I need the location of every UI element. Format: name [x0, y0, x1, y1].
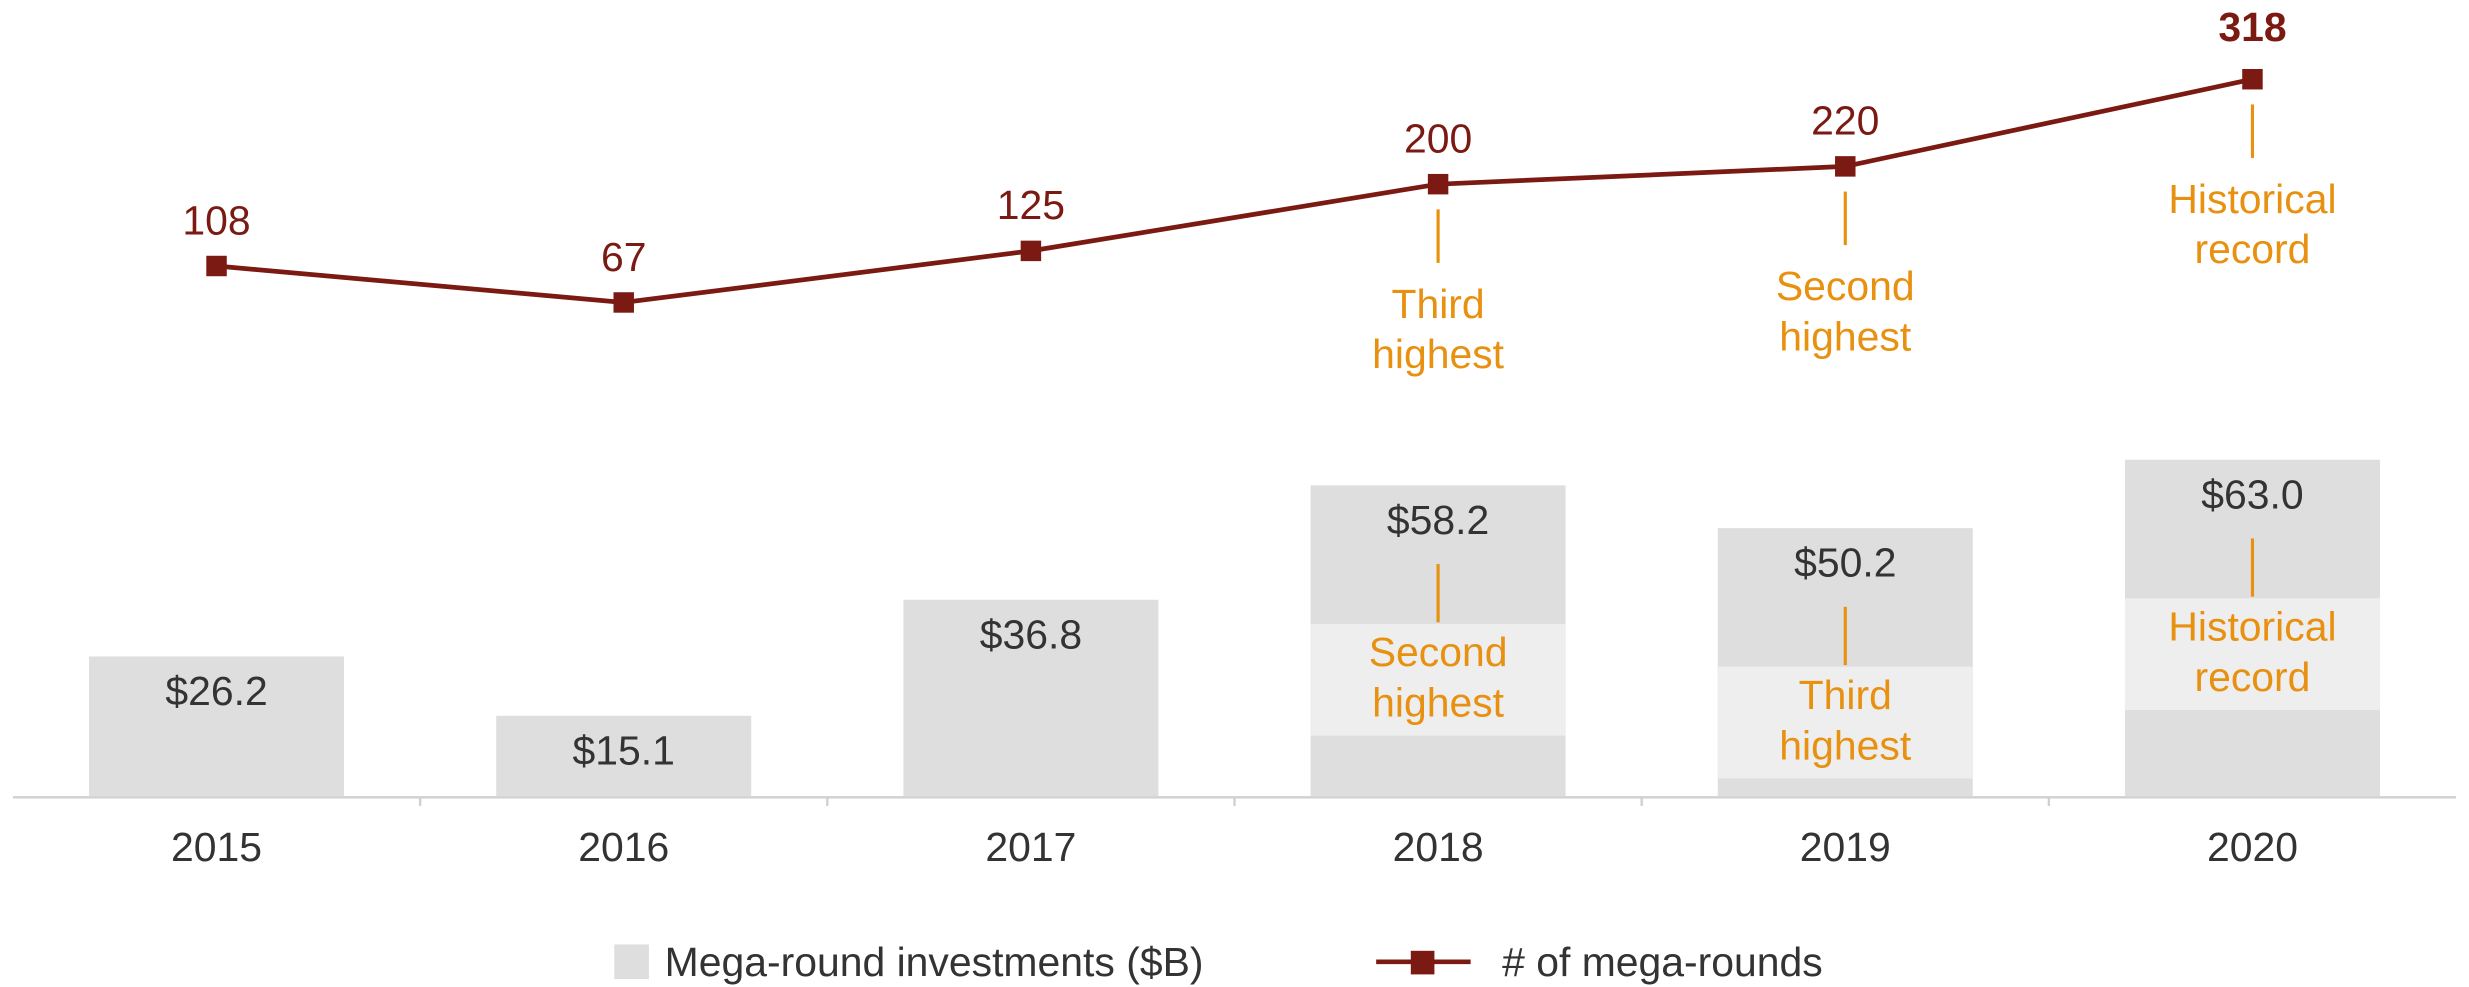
x-tick-label: 2018: [1393, 824, 1484, 870]
line-value-label: 108: [182, 197, 250, 243]
line-annotation: highest: [1372, 331, 1505, 377]
line-value-label: 220: [1811, 98, 1879, 144]
bar-value-label: $26.2: [165, 668, 267, 714]
bar-annotation: record: [2194, 654, 2310, 700]
bar-value-label: $50.2: [1794, 540, 1896, 586]
line-annotation: record: [2194, 226, 2310, 272]
bar-value-label: $58.2: [1387, 497, 1489, 543]
bar-value-label: $63.0: [2201, 471, 2303, 517]
legend-label: # of mega-rounds: [1502, 939, 1823, 985]
legend-swatch: [1410, 950, 1435, 975]
x-tick-label: 2020: [2207, 824, 2298, 870]
line-value-label: 318: [2218, 4, 2286, 50]
bar: [903, 599, 1159, 797]
annotation-band: [2124, 598, 2380, 711]
line-marker: [206, 255, 227, 277]
annotation-band: [1310, 623, 1566, 736]
line-marker: [1020, 240, 1042, 262]
line-annotation: Second: [1776, 263, 1915, 309]
annotation-band: [1717, 666, 1973, 779]
bar-value-label: $36.8: [980, 611, 1082, 657]
bar-annotation: Historical: [2168, 604, 2336, 650]
line-annotation: highest: [1779, 313, 1912, 359]
bar: [89, 656, 345, 797]
legend-label: Mega-round investments ($B): [665, 939, 1204, 985]
line-annotation: Historical: [2168, 176, 2336, 222]
x-tick-label: 2016: [578, 824, 669, 870]
line-marker: [613, 292, 634, 313]
line-value-label: 125: [997, 182, 1065, 228]
bar-annotation: highest: [1779, 722, 1912, 768]
bar: [496, 715, 752, 797]
line-annotation: Third: [1391, 281, 1484, 327]
line-marker: [2242, 68, 2263, 90]
line-value-label: 67: [601, 234, 647, 280]
line-marker: [1835, 156, 1856, 177]
bar-annotation: highest: [1372, 680, 1505, 726]
x-tick-label: 2017: [985, 824, 1076, 870]
bar-annotation: Second: [1369, 629, 1508, 675]
x-tick-label: 2019: [1800, 824, 1891, 870]
line-marker: [1427, 173, 1449, 195]
line: [216, 76, 2253, 305]
bar-annotation: Third: [1799, 672, 1892, 718]
legend-swatch: [614, 944, 649, 980]
bar-value-label: $15.1: [573, 727, 675, 773]
x-tick-label: 2015: [171, 824, 262, 870]
line-value-label: 200: [1404, 115, 1472, 161]
